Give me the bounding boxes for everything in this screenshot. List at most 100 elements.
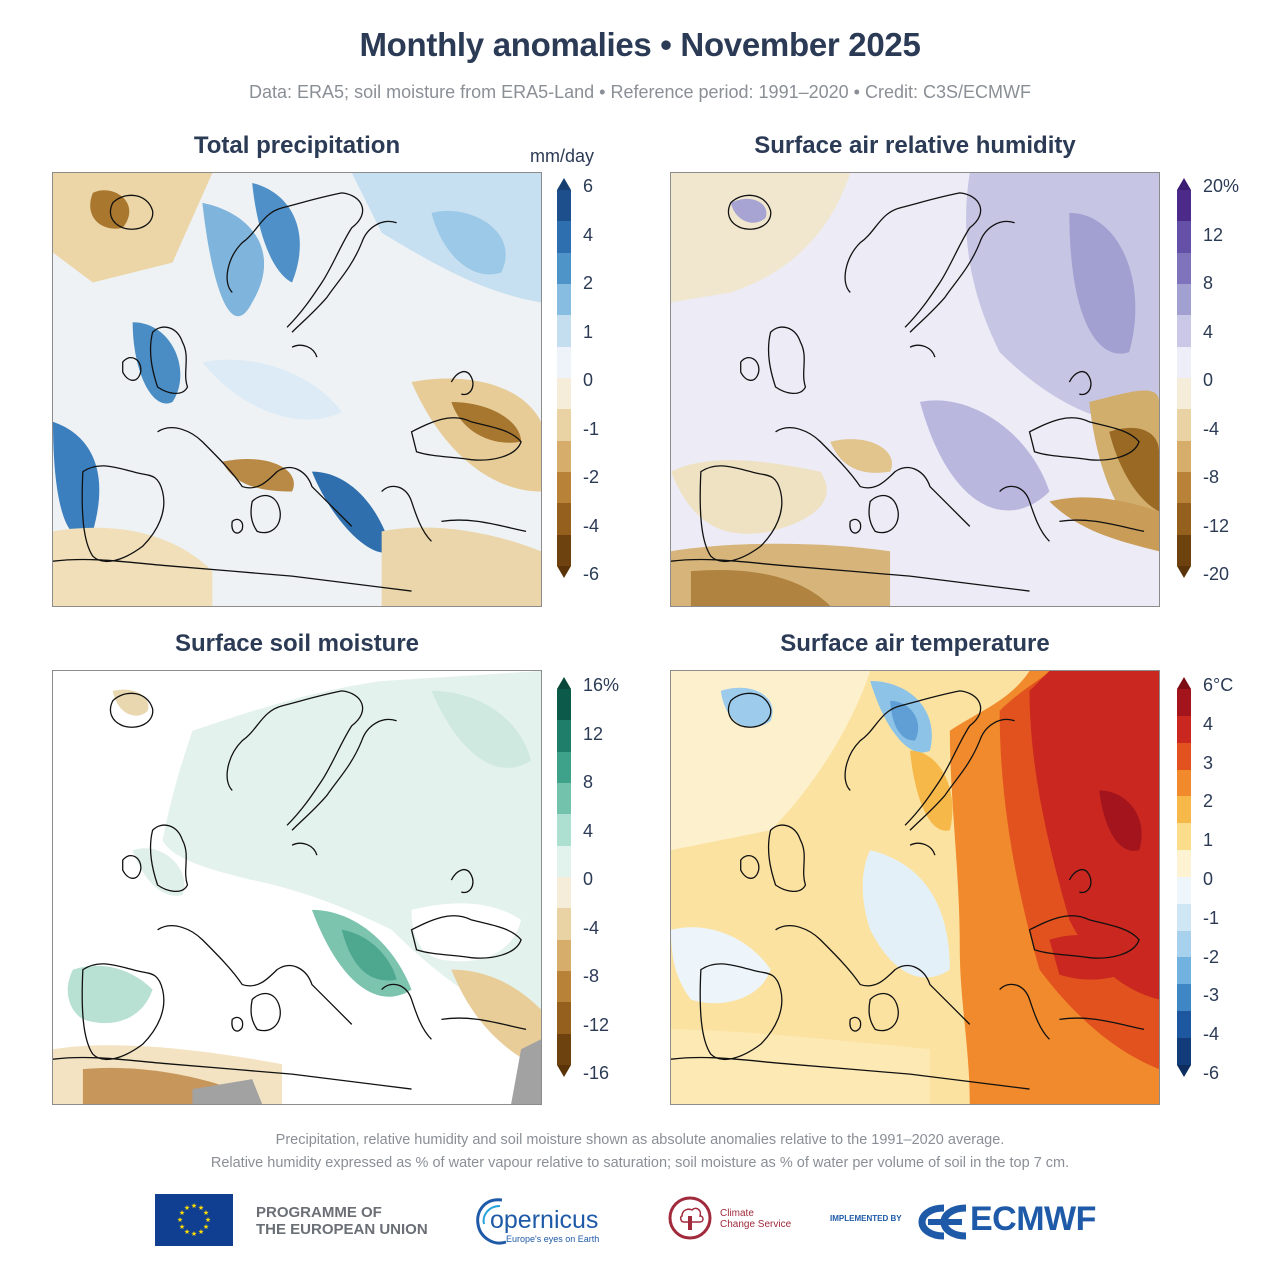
precipitation-unit: mm/day bbox=[530, 146, 595, 166]
svg-text:★: ★ bbox=[184, 1204, 190, 1212]
precipitation-colorbar bbox=[557, 178, 571, 578]
colorbar-tick-label: -16 bbox=[583, 1063, 610, 1083]
colorbar-segment bbox=[557, 720, 571, 752]
colorbar-arrow-down bbox=[1177, 565, 1191, 578]
eu-flag-icon: ★ ★ ★ ★ ★ ★ ★ ★ ★ ★ ★ ★ bbox=[155, 1194, 233, 1246]
colorbar-tick-label: -6 bbox=[583, 564, 600, 584]
colorbar-tick-label: -8 bbox=[1203, 467, 1220, 487]
implemented-by-label: IMPLEMENTED BY bbox=[830, 1214, 902, 1223]
colorbar-tick-label: 4 bbox=[583, 820, 594, 841]
colorbar-tick-label: 2 bbox=[1203, 791, 1214, 812]
colorbar-tick-label: -1 bbox=[1203, 907, 1220, 928]
page-subtitle: Data: ERA5; soil moisture from ERA5-Land… bbox=[249, 82, 1031, 102]
logo-row: ★ ★ ★ ★ ★ ★ ★ ★ ★ ★ ★ ★ PROGRAMME OF THE EUROPEA… bbox=[0, 1190, 1280, 1250]
colorbar-tick-label: -12 bbox=[583, 1014, 610, 1035]
colorbar-segment bbox=[557, 814, 571, 846]
colorbar-segment bbox=[1177, 252, 1191, 284]
panel-title-humidity: Surface air relative humidity bbox=[754, 132, 1076, 159]
colorbar-segment bbox=[1177, 471, 1191, 504]
colorbar-segment bbox=[557, 876, 571, 909]
colorbar-arrow-up bbox=[557, 677, 571, 689]
svg-text:★: ★ bbox=[203, 1209, 209, 1217]
colorbar-segment bbox=[1177, 283, 1191, 316]
colorbar-segment bbox=[1177, 769, 1191, 797]
colorbar-tick-label: -2 bbox=[583, 467, 600, 487]
svg-text:★: ★ bbox=[179, 1209, 185, 1217]
colorbar-segment bbox=[1177, 903, 1191, 931]
colorbar-tick-label: 4 bbox=[1203, 713, 1214, 734]
colorbar-tick-label: -8 bbox=[583, 966, 600, 986]
colorbar-tick-label: 4 bbox=[1203, 321, 1214, 342]
colorbar-tick-label: 0 bbox=[583, 370, 594, 390]
colorbar-tick-label: 8 bbox=[583, 772, 594, 792]
panel-title-soil-moisture: Surface soil moisture bbox=[174, 630, 420, 657]
colorbar-segment bbox=[557, 534, 571, 566]
colorbar-segment bbox=[557, 970, 571, 1003]
colorbar-segment bbox=[1177, 876, 1191, 904]
colorbar-tick-label: 0 bbox=[1203, 370, 1214, 390]
colorbar-tick-label: -20 bbox=[1203, 564, 1230, 584]
colorbar-tick-label: 16% bbox=[583, 675, 620, 695]
colorbar-arrow-down bbox=[1177, 1064, 1191, 1077]
colorbar-segment bbox=[557, 1002, 571, 1034]
ecmwf-logo: ECMWF bbox=[918, 1200, 1138, 1240]
colorbar-tick-label: 8 bbox=[1203, 273, 1214, 293]
page-title: Monthly anomalies • November 2025 bbox=[359, 26, 921, 63]
colorbar-tick-label: -2 bbox=[1203, 946, 1220, 967]
colorbar-segment bbox=[557, 751, 571, 783]
svg-text:★: ★ bbox=[198, 1204, 204, 1212]
colorbar-tick-label: -3 bbox=[1203, 985, 1220, 1006]
colorbar-segment bbox=[1177, 796, 1191, 824]
colorbar-tick-label: -4 bbox=[1203, 1024, 1220, 1045]
panel-title-temperature: Surface air temperature bbox=[780, 630, 1050, 657]
colorbar-tick-label: -4 bbox=[583, 917, 600, 938]
soil-moisture-map bbox=[52, 670, 542, 1105]
colorbar-segment bbox=[1177, 1037, 1191, 1065]
footnote-line-1: Precipitation, relative humidity and soi… bbox=[275, 1132, 1005, 1148]
footnote-line-2: Relative humidity expressed as % of wate… bbox=[210, 1155, 1070, 1171]
colorbar-segment bbox=[557, 377, 571, 410]
colorbar-segment bbox=[557, 471, 571, 504]
colorbar-segment bbox=[1177, 984, 1191, 1012]
colorbar-segment bbox=[1177, 377, 1191, 410]
colorbar-segment bbox=[557, 346, 571, 378]
colorbar-segment bbox=[1177, 742, 1191, 770]
temperature-colorbar bbox=[1177, 677, 1191, 1077]
precipitation-map bbox=[52, 172, 542, 607]
colorbar-tick-label: 0 bbox=[583, 869, 594, 889]
colorbar-arrow-down bbox=[557, 565, 571, 578]
svg-text:★: ★ bbox=[198, 1228, 204, 1236]
eu-programme-label: PROGRAMME OF THE EUROPEAN UNION bbox=[256, 1204, 428, 1238]
colorbar-segment bbox=[1177, 503, 1191, 535]
humidity-colorbar bbox=[1177, 178, 1191, 578]
colorbar-segment bbox=[1177, 823, 1191, 851]
colorbar-segment bbox=[1177, 930, 1191, 958]
colorbar-segment bbox=[1177, 715, 1191, 743]
colorbar-segment bbox=[557, 440, 571, 472]
copernicus-logo: opernicus Europe's eyes on Earth bbox=[472, 1192, 632, 1248]
colorbar-segment bbox=[557, 1033, 571, 1065]
colorbar-tick-label: 2 bbox=[583, 273, 594, 293]
c3s-thermometer-icon bbox=[668, 1196, 712, 1240]
soil-moisture-colorbar bbox=[557, 677, 571, 1077]
colorbar-segment bbox=[557, 845, 571, 877]
colorbar-segment bbox=[557, 689, 571, 721]
colorbar-segment bbox=[557, 782, 571, 815]
svg-text:★: ★ bbox=[191, 1230, 197, 1238]
copernicus-c-icon bbox=[476, 1198, 507, 1245]
colorbar-tick-label: 20% bbox=[1203, 176, 1240, 196]
colorbar-arrow-down bbox=[557, 1064, 571, 1077]
colorbar-tick-label: 0 bbox=[1203, 869, 1214, 889]
colorbar-segment bbox=[1177, 440, 1191, 472]
colorbar-tick-label: 4 bbox=[583, 224, 594, 245]
colorbar-segment bbox=[1177, 957, 1191, 985]
colorbar-segment bbox=[557, 409, 571, 441]
colorbar-tick-label: -4 bbox=[1203, 418, 1220, 439]
colorbar-segment bbox=[557, 908, 571, 940]
colorbar-segment bbox=[1177, 850, 1191, 877]
svg-text:★: ★ bbox=[203, 1223, 209, 1231]
colorbar-segment bbox=[1177, 315, 1191, 347]
colorbar-segment bbox=[557, 315, 571, 347]
svg-text:★: ★ bbox=[191, 1202, 197, 1210]
colorbar-tick-label: -6 bbox=[1203, 1063, 1220, 1083]
